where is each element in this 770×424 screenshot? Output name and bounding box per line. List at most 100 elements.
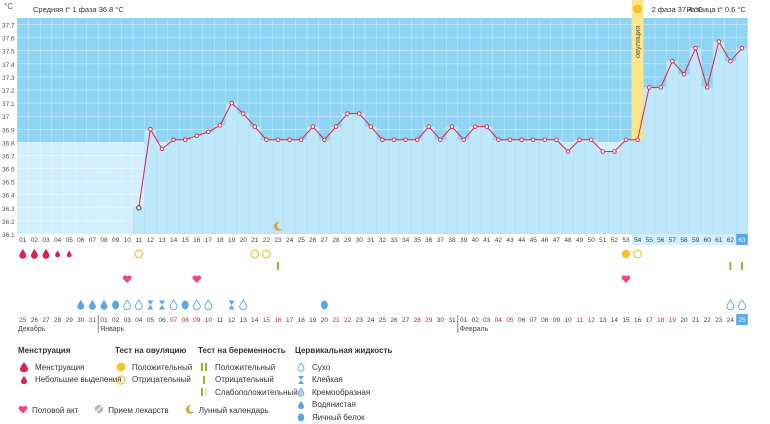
cycle-day-label: 18: [216, 237, 224, 244]
cycle-day-label: 59: [692, 237, 700, 244]
dry-fluid-icon: [123, 299, 132, 311]
temperature-bar: [504, 139, 517, 235]
day-cell-highlight: [678, 234, 690, 245]
light-bleeding-drop-icon: [55, 250, 61, 258]
temperature-bar: [515, 139, 528, 235]
temperature-bar: [411, 139, 424, 235]
y-tick-label: 36.9: [2, 127, 15, 134]
temperature-bar: [654, 87, 667, 235]
temperature-point: [600, 149, 606, 154]
egg-white-fluid-icon: [320, 300, 328, 310]
legend-item: Водянистая: [312, 400, 356, 410]
calendar-date-label: 14: [251, 317, 259, 324]
temperature-point: [716, 39, 722, 44]
legend-item: Менструация: [35, 362, 85, 372]
cycle-day-label: 07: [89, 237, 97, 244]
intercourse-heart-icon: [122, 275, 132, 283]
calendar-date-label: 06: [158, 317, 166, 324]
temperature-bar: [620, 139, 633, 235]
cycle-day-label: 44: [518, 237, 526, 244]
calendar-date-label: 01: [100, 317, 108, 324]
cycle-day-label: 36: [425, 237, 433, 244]
ovulation-test-positive-icon: [621, 249, 631, 259]
pregnancy-test-icon: [741, 262, 743, 270]
legend-item: Лунный календарь: [198, 405, 269, 415]
cycle-day-label: 35: [414, 237, 422, 244]
temperature-bar: [631, 139, 644, 235]
cycle-day-label: 58: [680, 237, 688, 244]
heart-icon: [18, 405, 28, 416]
temperature-bar: [260, 139, 273, 235]
calendar-date-label: 03: [483, 317, 491, 324]
day-cell-highlight: [631, 234, 644, 245]
calendar-date-label: 09: [553, 317, 561, 324]
calendar-date-label: 26: [31, 317, 39, 324]
legend-cervical-fluid: Цервикальная жидкость Сухо Клейкая Кремо…: [295, 346, 392, 424]
day-cell-highlight: [701, 234, 713, 245]
cycle-day-label: 17: [205, 237, 213, 244]
calendar-date-label: 04: [495, 317, 503, 324]
cycle-day-label: 54: [634, 237, 642, 244]
legend-item: Положительный: [215, 362, 276, 372]
calendar-date-label: 10: [205, 317, 213, 324]
temperature-bar: [179, 139, 192, 235]
temperature-point: [298, 137, 304, 142]
cycle-day-label: 57: [669, 237, 677, 244]
temperature-bar: [712, 41, 725, 235]
temperature-point: [345, 111, 350, 116]
temperature-point: [322, 137, 327, 142]
phase1-average-label: Средняя t° 1 фаза 36.8 °C: [33, 5, 124, 14]
temperature-difference-label: Разница t° 0.6 °C: [687, 5, 747, 14]
temperature-point: [739, 45, 745, 51]
calendar-date-label: 29: [425, 317, 433, 324]
y-tick-label: 37.6: [2, 36, 15, 43]
temperature-bar: [573, 139, 586, 235]
day-cell-highlight: [724, 234, 737, 245]
drop-icon: [18, 362, 30, 373]
cycle-day-label: 43: [506, 237, 514, 244]
cycle-day-label: 56: [657, 237, 665, 244]
temperature-bar: [295, 139, 308, 235]
temperature-bar: [364, 126, 377, 235]
calendar-date-label: 05: [147, 317, 155, 324]
sticky-fluid-icon: [228, 300, 235, 310]
y-tick-label: 37.5: [2, 49, 15, 56]
temperature-bar: [132, 207, 145, 235]
temperature-point: [136, 205, 142, 211]
menstruation-drop-icon: [19, 249, 27, 259]
sticky-fluid-icon: [159, 300, 165, 310]
calendar-date-label: 06: [518, 317, 526, 324]
y-tick-label: 36.2: [2, 219, 15, 226]
cycle-day-label: 62: [727, 237, 735, 244]
calendar-date-label: 15: [622, 317, 630, 324]
temperature-point: [217, 123, 223, 128]
bbt-chart: овуляция °C 36.1 36.2 36.3 36.4 36.5 36.6 36.7 3…: [2, 0, 749, 333]
legend-item: Кремообразная: [312, 387, 371, 397]
cycle-day-label: 39: [460, 237, 468, 244]
legend-item: Сухо: [312, 362, 331, 372]
watery-icon: [295, 400, 307, 410]
dry-fluid-icon: [169, 299, 178, 311]
temperature-bar: [422, 126, 435, 235]
y-tick-label: 37.1: [2, 101, 15, 108]
temperature-point: [310, 124, 316, 129]
cycle-day-label: 37: [437, 237, 445, 244]
calendar-date-label: 20: [321, 317, 329, 324]
temperature-point: [646, 85, 652, 90]
temperature-bar: [190, 135, 203, 235]
day-cell-highlight: [643, 234, 655, 245]
double-stripe-icon: [198, 362, 210, 372]
dry-icon: [295, 362, 307, 372]
calendar-date-label: 25: [379, 317, 387, 324]
y-tick-label: 37.4: [2, 62, 15, 69]
temperature-point: [577, 137, 582, 142]
cycle-day-label: 32: [379, 237, 387, 244]
calendar-date-label: 18: [298, 317, 306, 324]
temperature-point: [728, 58, 733, 64]
temperature-bar: [736, 47, 749, 235]
temperature-bar: [724, 61, 737, 235]
cycle-day-label: 16: [193, 237, 201, 244]
cycle-day-label: 48: [564, 237, 572, 244]
y-tick-label: 36.1: [2, 232, 15, 239]
temperature-bar: [446, 126, 459, 235]
